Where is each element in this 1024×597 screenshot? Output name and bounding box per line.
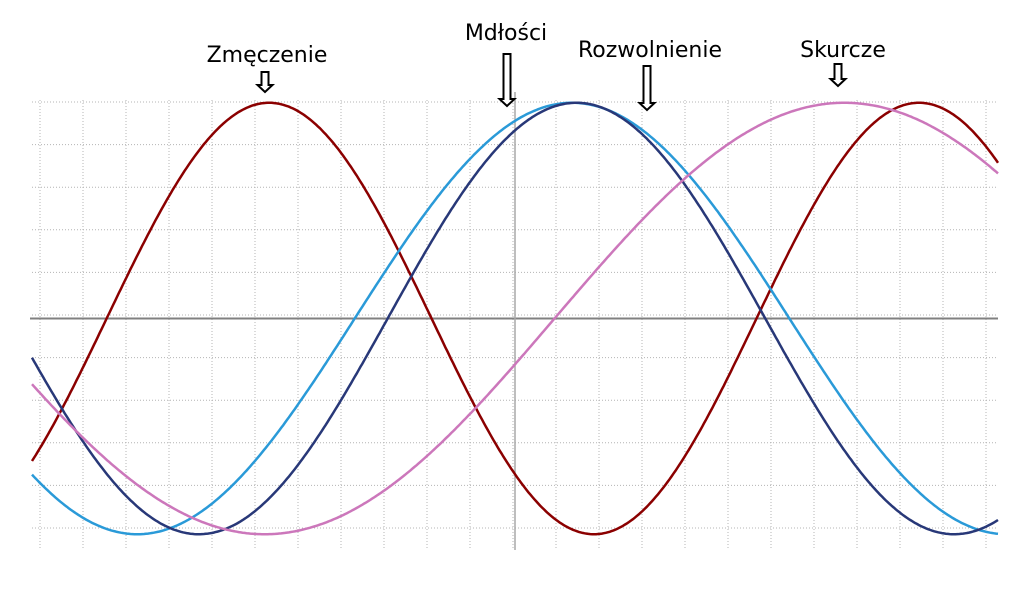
series-label: Zmęczenie: [207, 43, 328, 68]
peak-markers: Zmęczenie Mdłości Rozwolnienie Skurcze: [207, 21, 886, 112]
down-arrow-icon: [496, 53, 518, 108]
peak-marker: Rozwolnienie: [578, 38, 722, 112]
series-label: Mdłości: [465, 21, 547, 46]
peak-marker: Zmęczenie: [207, 43, 328, 94]
down-arrow-icon: [827, 63, 849, 88]
series-label: Skurcze: [800, 38, 886, 63]
series-line: [31, 101, 999, 536]
axes: [30, 92, 998, 550]
series-line: [30, 101, 999, 536]
down-arrow-icon: [254, 71, 276, 94]
down-arrow-icon: [636, 65, 658, 112]
peak-marker: Skurcze: [800, 38, 886, 88]
series-label: Rozwolnienie: [578, 38, 722, 63]
series-curves: [30, 101, 1000, 536]
series-line: [30, 101, 1000, 536]
peak-marker: Mdłości: [465, 21, 547, 108]
